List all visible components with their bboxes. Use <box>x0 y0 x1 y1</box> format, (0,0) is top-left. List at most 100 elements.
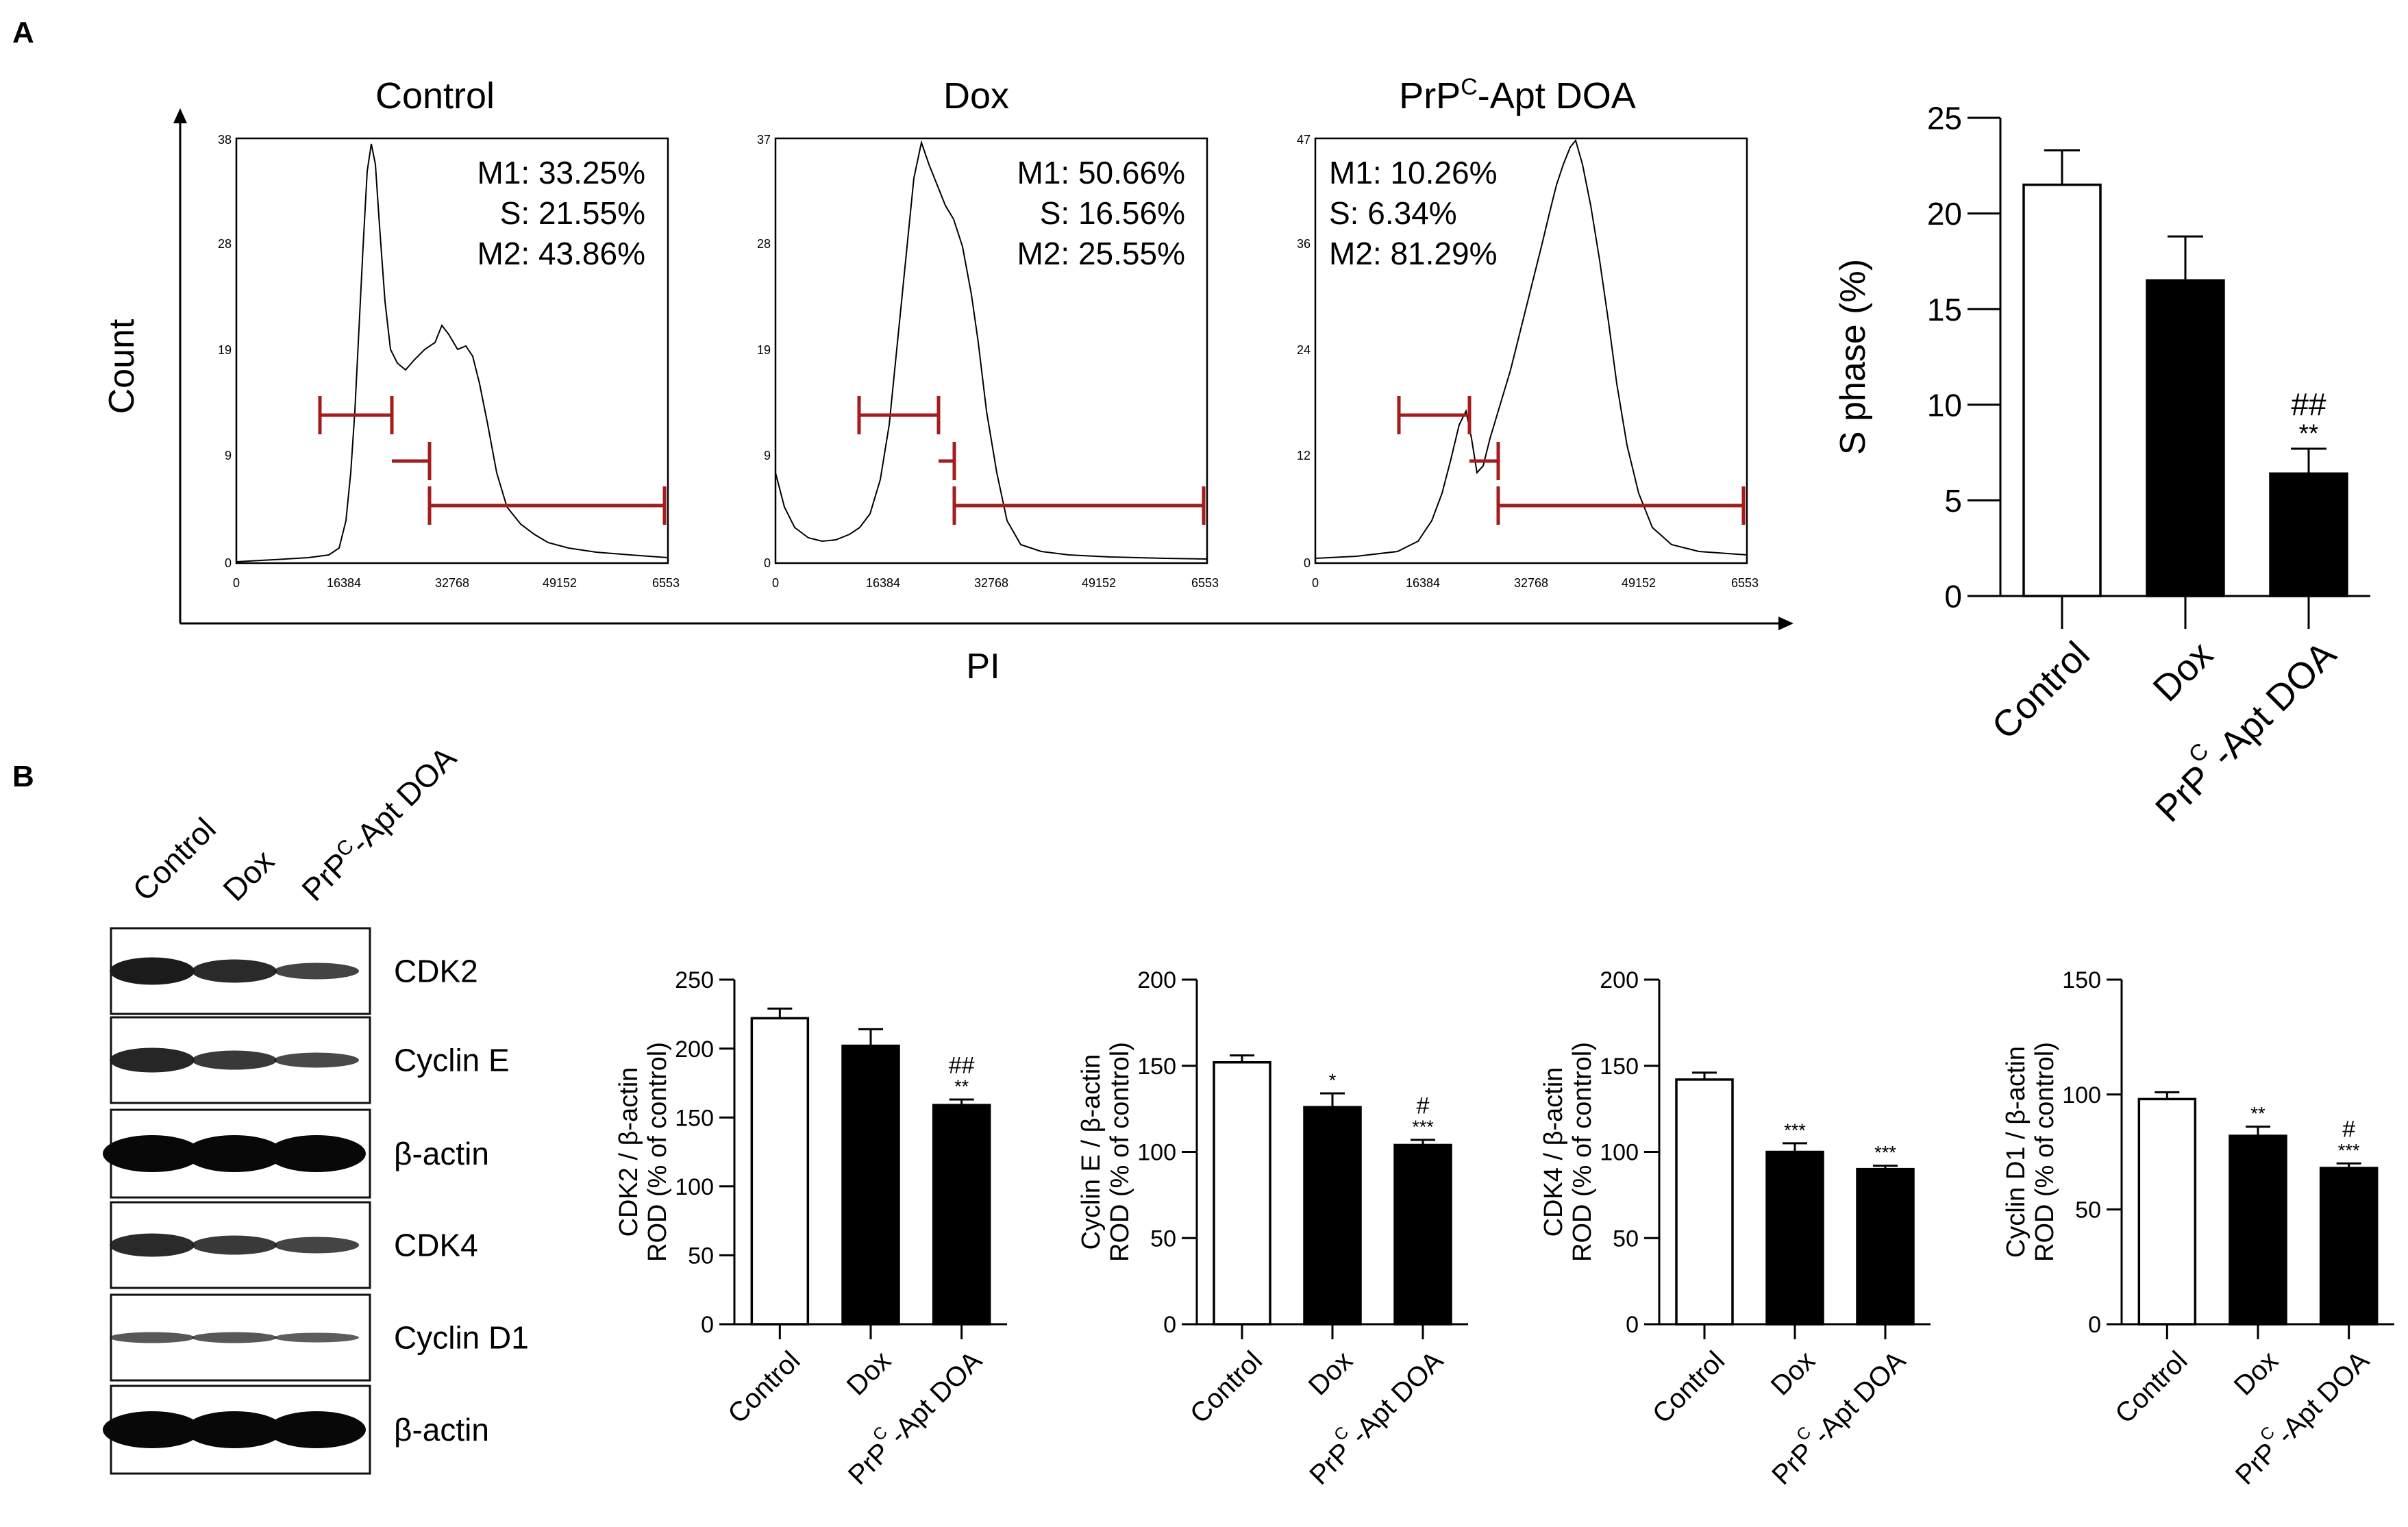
x-tick-label: 16384 <box>866 576 900 590</box>
bar <box>2146 279 2225 597</box>
stat-m1: M1: 50.66% <box>1017 155 1185 190</box>
y-tick-label: 24 <box>1297 343 1311 357</box>
y-tick-label: 0 <box>1944 579 1962 614</box>
bar <box>750 1017 810 1326</box>
x-tick-label: 49152 <box>1622 576 1656 590</box>
significance-mark: ** <box>954 1076 969 1097</box>
y-tick-label: 150 <box>675 1105 714 1131</box>
category-main: PrP <box>2230 1437 2283 1491</box>
category-main: PrP <box>1766 1437 1820 1491</box>
significance-mark: *** <box>1784 1119 1806 1141</box>
western-blot-panel: Control Dox PrPC-Apt DOA CDK2 Cyclin E β-a… <box>103 739 529 1475</box>
bar <box>2319 1167 2379 1326</box>
x-category-label: Control <box>1984 634 2098 747</box>
x-tick-label: 0 <box>1312 576 1319 590</box>
bar <box>1765 1150 1824 1326</box>
histogram-title: PrPC-Apt DOA <box>1399 74 1636 116</box>
blot-band <box>192 1332 277 1343</box>
y-axis-label-line1: CDK2 / β-actin <box>615 1067 643 1237</box>
x-category-label: Control <box>2109 1345 2193 1429</box>
blot-band <box>192 1235 277 1255</box>
significance-mark: ## <box>2291 386 2326 422</box>
category-main: PrP <box>2148 758 2220 830</box>
x-tick-label: 6553 <box>1731 576 1759 590</box>
blot-band <box>110 1233 195 1257</box>
title-main: PrP <box>1399 75 1461 116</box>
histogram-trace <box>775 140 1208 560</box>
x-tick-label: 6553 <box>652 576 680 590</box>
gate-markers <box>318 396 667 525</box>
category-main: PrP <box>843 1437 896 1491</box>
gate-markers <box>857 396 1206 525</box>
y-tick-label: 25 <box>1927 101 1962 136</box>
x-tick-label: 0 <box>772 576 779 590</box>
y-tick-label: 38 <box>218 133 232 147</box>
count-axis-arrow-icon <box>173 108 187 123</box>
blot-row: Cyclin D1 <box>110 1293 529 1382</box>
y-tick-label: 19 <box>218 343 232 357</box>
stat-m2: M2: 25.55% <box>1017 236 1185 271</box>
significance-mark: *** <box>1412 1116 1434 1137</box>
bar-chart-2: 0 50 100 150 200 250 CDK2 / β-actin ROD (% of c… <box>615 967 1007 1491</box>
significance-mark: # <box>1417 1093 1430 1119</box>
histogram-prpc-apt-doa: PrPC-Apt DOA 47 36 24 12 0 0 16384 32768… <box>1297 74 1759 590</box>
y-tick-label: 12 <box>1297 449 1311 462</box>
y-tick-label: 0 <box>1304 556 1311 570</box>
y-tick-label: 200 <box>1137 967 1176 993</box>
x-tick-label: 0 <box>233 576 240 590</box>
bar-chart-3: 0 50 100 150 200 Cyclin E / β-actin ROD (% of … <box>1077 967 1468 1491</box>
y-tick-label: 9 <box>764 449 771 462</box>
bar <box>2022 183 2102 597</box>
stat-s: S: 16.56% <box>1040 195 1185 231</box>
y-tick-label: 200 <box>1600 967 1639 993</box>
stat-m2: M2: 43.86% <box>477 236 645 271</box>
stat-m2: M2: 81.29% <box>1329 236 1497 271</box>
histogram-frame <box>235 137 669 564</box>
x-category-label: Control <box>1647 1345 1730 1429</box>
blot-row-label: CDK4 <box>394 1228 478 1263</box>
y-tick-label: 0 <box>2088 1312 2101 1338</box>
category-rest: -Apt DOA <box>1345 1345 1449 1450</box>
y-tick-label: 10 <box>1927 387 1962 423</box>
blot-rows: CDK2 Cyclin E β-actin CDK4 Cyclin D1 β-actin <box>103 927 529 1475</box>
bar <box>2229 1134 2287 1326</box>
y-axis-label-line2: ROD (% of control) <box>1106 1042 1134 1262</box>
blot-band <box>110 1047 195 1073</box>
y-axis-label-line2: ROD (% of control) <box>643 1042 672 1262</box>
x-tick-label: 32768 <box>435 576 469 590</box>
blot-row-label: Cyclin D1 <box>394 1320 529 1356</box>
x-category-label: Dox <box>2229 1345 2284 1401</box>
y-tick-label: 0 <box>1626 1312 1639 1338</box>
bar <box>841 1044 900 1326</box>
y-tick-label: 28 <box>218 237 232 251</box>
blot-band <box>267 1135 366 1172</box>
blot-band <box>110 1332 195 1343</box>
title-rest: -Apt DOA <box>1478 75 1636 116</box>
blot-row: β-actin <box>103 1108 489 1199</box>
histogram-title: Control <box>375 75 495 116</box>
y-tick-label: 47 <box>1297 133 1311 147</box>
y-tick-label: 250 <box>675 967 714 993</box>
significance-mark: *** <box>1874 1142 1896 1163</box>
category-rest: -Apt DOA <box>1807 1345 1911 1450</box>
x-category-label: Control <box>1184 1345 1268 1429</box>
y-tick-label: 100 <box>2062 1082 2101 1108</box>
x-tick-label: 16384 <box>327 576 361 590</box>
bar <box>1856 1167 1915 1326</box>
y-tick-label: 50 <box>1150 1226 1176 1252</box>
bar <box>1213 1060 1271 1326</box>
blot-band <box>274 1332 359 1343</box>
significance-mark: ## <box>949 1052 975 1078</box>
histogram-trace <box>1315 138 1748 559</box>
y-axis-label-line1: Cyclin E / β-actin <box>1077 1054 1106 1250</box>
bar <box>1393 1143 1452 1326</box>
category-main: PrP <box>1304 1437 1357 1491</box>
histogram-control: Control 38 28 19 9 0 0 16384 32768 49152… <box>218 75 680 590</box>
significance-mark: *** <box>2338 1139 2360 1160</box>
x-category-label: Dox <box>1765 1345 1821 1401</box>
blot-band <box>274 963 359 980</box>
blot-row: CDK4 <box>110 1201 478 1289</box>
bar <box>2269 472 2348 597</box>
y-tick-label: 150 <box>2062 967 2101 993</box>
y-tick-label: 37 <box>757 133 771 147</box>
